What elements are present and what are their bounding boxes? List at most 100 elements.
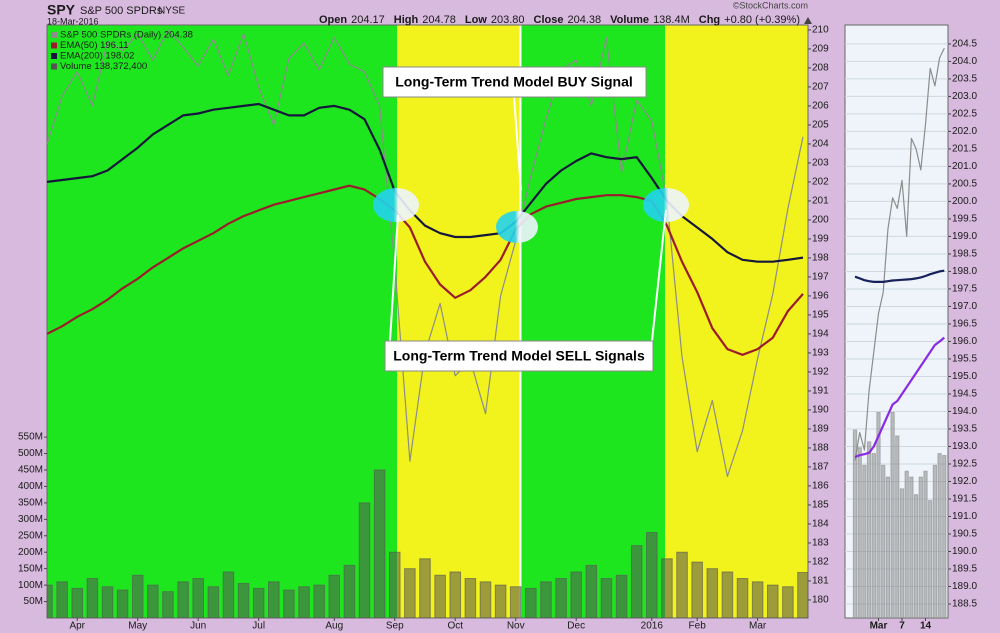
volume-bar [646,531,658,618]
volume-bar [268,581,280,618]
line-series [854,47,945,461]
exchange: NYSE [158,6,186,17]
volume-bar [937,453,942,618]
volume-bar [71,587,84,618]
quote-label: Open [319,14,347,26]
volume-bar [923,470,928,618]
x-tick-label: Feb [689,621,707,632]
volume-bar [782,586,794,618]
volume-bar [899,488,905,618]
volume-bar [328,574,341,618]
y-tick-label: 198.0 [952,266,977,277]
y-tick-label: 202.5 [952,109,977,120]
volume-bar [866,441,872,618]
volume-bar [615,574,628,618]
volume-bar [358,502,371,618]
volume-bar [252,587,265,618]
y-tick-label: 180 [812,595,829,606]
y-tick-label: 194.5 [952,389,977,400]
volume-bar [434,574,446,618]
y2-tick-label: 450M [18,465,43,476]
y-tick-label: 208 [812,63,829,74]
x-tick-label: Apr [69,621,85,632]
legend-entry: EMA(50) 196.11 [60,40,128,51]
arrow [513,96,522,191]
volume-bar [147,584,159,618]
y-tick-label: 209 [812,44,829,55]
volume-bar [691,561,703,618]
plot-layer: Open 204.17 High 204.78 Low 203.80 Close 204.38… [18,14,977,632]
crossover-highlight [643,188,689,222]
legend-swatch [51,53,57,59]
legend-entry: Volume 138,372,400 [60,61,147,72]
y-tick-label: 206 [812,101,829,112]
y-tick-label: 203 [812,158,829,169]
volume-bar [131,574,144,618]
y-tick-label: 201.5 [952,144,977,155]
quote-value: 204.78 [422,14,456,26]
x-tick-label: Nov [507,621,525,632]
y-tick-label: 200 [812,215,829,226]
volume-bar [797,571,808,618]
y-tick-label: 182 [812,557,829,568]
y-tick-label: 193.5 [952,424,977,435]
volume-bar [47,584,53,618]
volume-bar [162,591,174,618]
y-tick-label: 207 [812,82,829,93]
x-tick-label: Jul [252,621,265,632]
volume-bar [661,558,673,618]
quote-label: Low [465,14,487,26]
volume-bar [895,435,900,618]
y-tick-label: 201.0 [952,161,977,172]
y-tick-label: 194.0 [952,406,977,417]
legend-swatch [51,32,57,38]
y-tick-label: 199 [812,234,829,245]
y-tick-label: 190.0 [952,546,977,557]
volume-bar [540,581,552,618]
y2-tick-label: 250M [18,530,43,541]
y-tick-label: 188.5 [952,599,977,610]
volume-bar [373,469,386,618]
y-tick-label: 195.0 [952,371,977,382]
volume-bar [876,412,881,618]
x-tick-label: Mar [870,621,888,632]
security-name: S&P 500 SPDRs [80,5,163,17]
y-tick-label: 189.0 [952,581,977,592]
volume-bar [942,455,947,618]
volume-bar [857,447,862,618]
y-tick-label: 201 [812,196,829,207]
chg-arrow [804,17,812,24]
volume-bar [419,558,431,618]
y2-tick-label: 150M [18,563,43,574]
annotation-box [384,340,654,372]
chart-0 [47,29,808,618]
y-tick-label: 189.5 [952,564,977,575]
volume-bar [862,464,867,618]
chart-1 [845,43,948,618]
x-tick-label: 14 [920,621,932,632]
y2-tick-label: 500M [18,448,43,459]
x-tick-label: Sep [386,621,404,632]
volume-bar [736,578,749,618]
volume-bar [885,476,891,618]
volume-bar [101,586,114,618]
sell-period [397,25,520,618]
y-tick-label: 183 [812,538,829,549]
quote-label: Close [534,14,564,26]
y-tick-label: 184 [812,519,829,530]
x-tick-label: May [128,621,147,632]
y2-tick-label: 100M [18,580,43,591]
x-tick-label: Mar [749,621,767,632]
y-tick-label: 188 [812,443,829,454]
y-tick-label: 192.5 [952,459,977,470]
x-tick-label: 7 [899,621,905,632]
x-tick-label: Aug [325,621,343,632]
y-tick-label: 205 [812,120,829,131]
y-tick-label: 198.5 [952,249,977,260]
annotation: Long-Term Trend Model BUY Signal [395,74,633,90]
y-tick-label: 200.5 [952,179,977,190]
y-tick-label: 196.0 [952,336,977,347]
y-tick-label: 185 [812,500,829,511]
volume-bar [555,578,567,618]
